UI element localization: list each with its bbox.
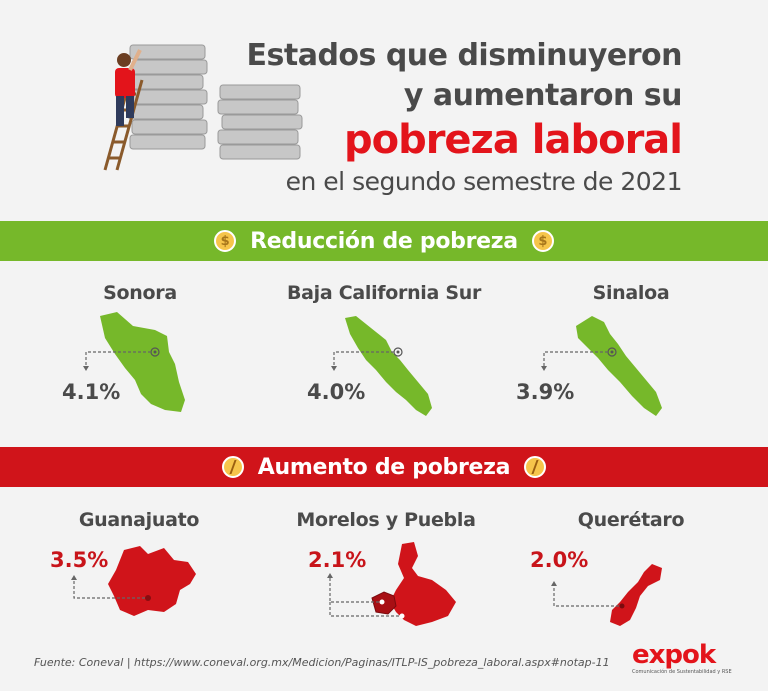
value-sonora: 4.1% [62,380,121,404]
title-line-1: Estados que disminuyeron [246,38,683,73]
logo-wordmark: expok [632,640,716,670]
title-highlight: pobreza laboral [343,117,683,163]
source-text: Fuente: Coneval | https://www.coneval.or… [34,656,610,669]
broken-coin-icon [524,456,547,478]
value-morelos-y-puebla: 2.1% [308,548,367,572]
state-name-queretaro: Querétaro [577,509,685,531]
state-name-baja-california-sur: Baja California Sur [286,282,482,304]
state-name-guanajuato: Guanajuato [78,509,200,531]
reduction-banner: $ Reducción de pobreza $ [0,221,768,261]
guanajuato-map [71,546,196,616]
value-guanajuato: 3.5% [50,548,109,572]
expok-logo: expok Comunicación de Sustentabilidad y … [632,642,742,682]
morelos-y-puebla-map [327,542,456,626]
value-queretaro: 2.0% [530,548,589,572]
logo-tagline: Comunicación de Sustentabilidad y RSE [632,669,732,675]
queretaro-map [551,564,662,626]
title-line-2: y aumentaron su [403,78,683,113]
coin-icon: $ [214,230,237,252]
sonora-map [83,312,185,412]
broken-coin-icon [221,456,244,478]
state-name-sinaloa: Sinaloa [592,282,670,304]
reduction-title: Reducción de pobreza [250,228,518,254]
increase-title: Aumento de pobreza [257,454,511,480]
coin-stacks-illustration [103,44,303,171]
sinaloa-map [541,316,662,416]
state-name-sonora: Sonora [103,282,177,304]
title-subtitle: en el segundo semestre de 2021 [285,167,683,196]
page-title: Estados que disminuyeron y aumentaron su… [246,36,683,200]
increase-banner: Aumento de pobreza [0,447,768,487]
value-sinaloa: 3.9% [516,380,575,404]
state-name-morelos-y-puebla: Morelos y Puebla [296,509,476,531]
baja-california-sur-map [331,316,432,416]
coin-icon: $ [531,230,554,252]
value-baja-california-sur: 4.0% [307,380,366,404]
